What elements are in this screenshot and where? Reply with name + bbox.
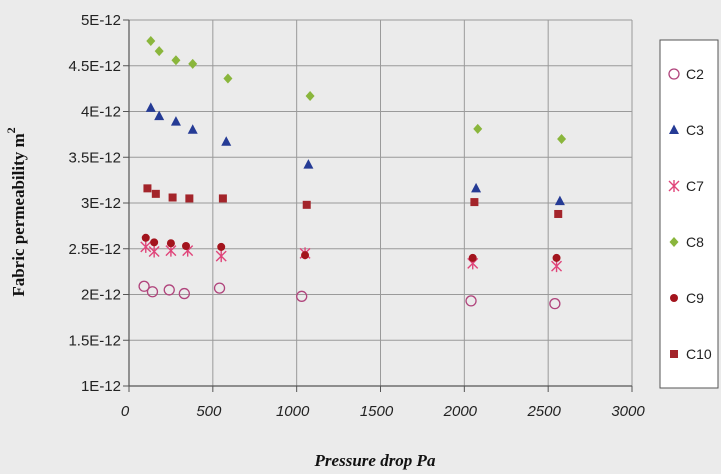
point-c8-0: [146, 36, 156, 47]
y-axis-title-superscript: 2: [4, 127, 18, 133]
legend-box: [659, 39, 719, 389]
series-c8: [146, 36, 567, 144]
point-c8-3: [188, 58, 198, 69]
y-tick-label-7: 4.5E-12: [68, 58, 121, 75]
series-c7: [140, 240, 563, 273]
point-c2-2: [163, 284, 175, 296]
point-c2-7: [549, 297, 561, 310]
point-c2-3: [178, 287, 190, 300]
x-tick-label-4: 2000: [443, 403, 478, 420]
point-c9-5: [301, 251, 310, 260]
point-c8-2: [171, 55, 181, 66]
x-tick-label-2: 1000: [276, 403, 310, 420]
y-tick-label-0: 1E-12: [81, 378, 121, 395]
y-tick-label-2: 2E-12: [81, 287, 121, 304]
point-c3-3: [187, 124, 198, 134]
point-c3-6: [471, 182, 482, 193]
point-c9-0: [141, 233, 150, 242]
point-c9-1: [150, 238, 159, 247]
legend-marker-c10: [670, 350, 678, 358]
legend-items: C2 C3 C7 C8 C9 C10: [668, 66, 712, 362]
legend-marker-c9: [670, 294, 678, 302]
point-c10-5: [302, 200, 311, 209]
legend-label-c7: C7: [686, 178, 704, 194]
x-tick-label-1: 500: [196, 403, 222, 420]
point-c8-6: [473, 123, 483, 134]
axes: [123, 19, 633, 392]
point-c3-7: [554, 195, 565, 206]
legend-label-c9: C9: [686, 290, 704, 306]
point-c8-4: [223, 73, 233, 84]
legend-marker-c8: [669, 237, 679, 247]
x-tick-label-6: 3000: [611, 403, 645, 420]
point-c8-7: [557, 133, 567, 144]
x-axis-title: Pressure drop Pa: [314, 451, 436, 470]
point-c3-5: [303, 159, 314, 169]
point-c9-7: [552, 253, 561, 262]
y-axis-title: Fabric permeability m2: [4, 127, 28, 296]
point-c2-1: [146, 286, 159, 298]
legend-label-c3: C3: [686, 122, 704, 138]
point-c9-4: [217, 242, 226, 251]
y-tick-label-4: 3E-12: [81, 195, 121, 212]
point-c8-1: [154, 46, 164, 57]
point-c10-3: [185, 194, 194, 203]
point-c2-5: [296, 290, 308, 302]
point-c7-1: [148, 245, 160, 258]
point-c3-2: [170, 116, 181, 126]
legend: C2 C3 C7 C8 C9 C10: [659, 39, 719, 389]
point-c7-0: [140, 240, 152, 253]
legend-marker-c7: [668, 180, 680, 192]
series-c9: [141, 233, 561, 262]
point-c10-0: [143, 184, 152, 193]
y-tick-label-6: 4E-12: [81, 104, 121, 121]
series-c10: [143, 184, 563, 218]
x-tick-label-0: 0: [121, 403, 130, 420]
y-tick-labels: 1E-12 1.5E-12 2E-12 2.5E-12 3E-12 3.5E-12 4E-1…: [68, 12, 121, 395]
point-c3-1: [154, 110, 165, 121]
point-c10-2: [168, 193, 177, 202]
data-points: [138, 36, 567, 310]
legend-label-c2: C2: [686, 66, 704, 82]
point-c2-6: [465, 295, 477, 307]
series-c2: [138, 280, 561, 310]
point-c2-0: [138, 280, 150, 292]
point-c7-4: [215, 250, 227, 263]
legend-marker-c2: [668, 68, 680, 80]
point-c10-1: [151, 189, 160, 198]
y-tick-label-5: 3.5E-12: [68, 149, 121, 166]
point-c3-0: [145, 102, 156, 112]
x-tick-label-3: 1500: [360, 403, 394, 420]
y-tick-label-1: 1.5E-12: [68, 332, 121, 349]
y-axis-title-text: Fabric permeability m: [9, 133, 28, 296]
x-tick-labels: 0 500 1000 1500 2000 2500 3000: [121, 403, 646, 420]
point-c3-4: [221, 136, 232, 146]
y-tick-label-3: 2.5E-12: [68, 241, 121, 258]
legend-marker-c3: [669, 124, 679, 134]
x-tick-label-5: 2500: [526, 403, 561, 420]
point-c9-2: [166, 239, 175, 248]
series-c3: [145, 102, 565, 206]
y-tick-label-8: 5E-12: [81, 12, 121, 29]
y-axis-title-group: Fabric permeability m2: [4, 127, 28, 296]
legend-label-c10: C10: [686, 346, 712, 362]
point-c7-7: [551, 260, 563, 273]
point-c9-3: [182, 242, 191, 251]
point-c10-7: [554, 209, 563, 218]
point-c9-6: [468, 253, 477, 262]
legend-label-c8: C8: [686, 234, 704, 250]
point-c2-4: [213, 282, 226, 294]
point-c10-6: [470, 198, 479, 207]
point-c8-5: [305, 90, 315, 101]
point-c10-4: [218, 194, 227, 203]
